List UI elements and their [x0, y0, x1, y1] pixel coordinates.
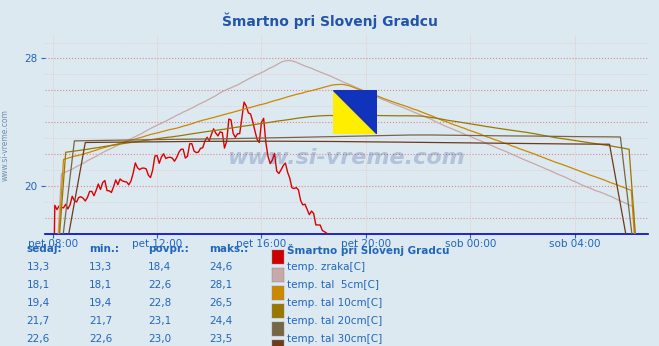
Text: 28,1: 28,1: [210, 280, 233, 290]
Text: 21,7: 21,7: [26, 316, 49, 326]
Text: Šmartno pri Slovenj Gradcu: Šmartno pri Slovenj Gradcu: [287, 244, 449, 256]
Text: 22,6: 22,6: [89, 334, 112, 344]
Text: temp. tal 20cm[C]: temp. tal 20cm[C]: [287, 316, 382, 326]
Text: 23,0: 23,0: [148, 334, 171, 344]
Text: 19,4: 19,4: [89, 298, 112, 308]
Text: 18,1: 18,1: [89, 280, 112, 290]
Text: temp. tal  5cm[C]: temp. tal 5cm[C]: [287, 280, 379, 290]
Text: 24,6: 24,6: [210, 262, 233, 272]
Text: min.:: min.:: [89, 244, 119, 254]
Text: 22,6: 22,6: [26, 334, 49, 344]
Text: 23,1: 23,1: [148, 316, 171, 326]
Text: 26,5: 26,5: [210, 298, 233, 308]
Text: sedaj:: sedaj:: [26, 244, 62, 254]
Polygon shape: [333, 90, 377, 134]
Text: temp. zraka[C]: temp. zraka[C]: [287, 262, 365, 272]
Text: 18,1: 18,1: [26, 280, 49, 290]
Text: 19,4: 19,4: [26, 298, 49, 308]
Text: 18,4: 18,4: [148, 262, 171, 272]
Text: temp. tal 10cm[C]: temp. tal 10cm[C]: [287, 298, 382, 308]
Text: maks.:: maks.:: [210, 244, 249, 254]
Polygon shape: [333, 90, 377, 134]
Text: www.si-vreme.com: www.si-vreme.com: [227, 148, 465, 168]
Text: temp. tal 30cm[C]: temp. tal 30cm[C]: [287, 334, 382, 344]
Text: 23,5: 23,5: [210, 334, 233, 344]
Text: povpr.:: povpr.:: [148, 244, 189, 254]
Text: 13,3: 13,3: [26, 262, 49, 272]
Text: Šmartno pri Slovenj Gradcu: Šmartno pri Slovenj Gradcu: [221, 12, 438, 29]
Text: 22,6: 22,6: [148, 280, 171, 290]
Text: 13,3: 13,3: [89, 262, 112, 272]
Text: 21,7: 21,7: [89, 316, 112, 326]
Text: 24,4: 24,4: [210, 316, 233, 326]
Text: 22,8: 22,8: [148, 298, 171, 308]
Text: www.si-vreme.com: www.si-vreme.com: [1, 109, 10, 181]
